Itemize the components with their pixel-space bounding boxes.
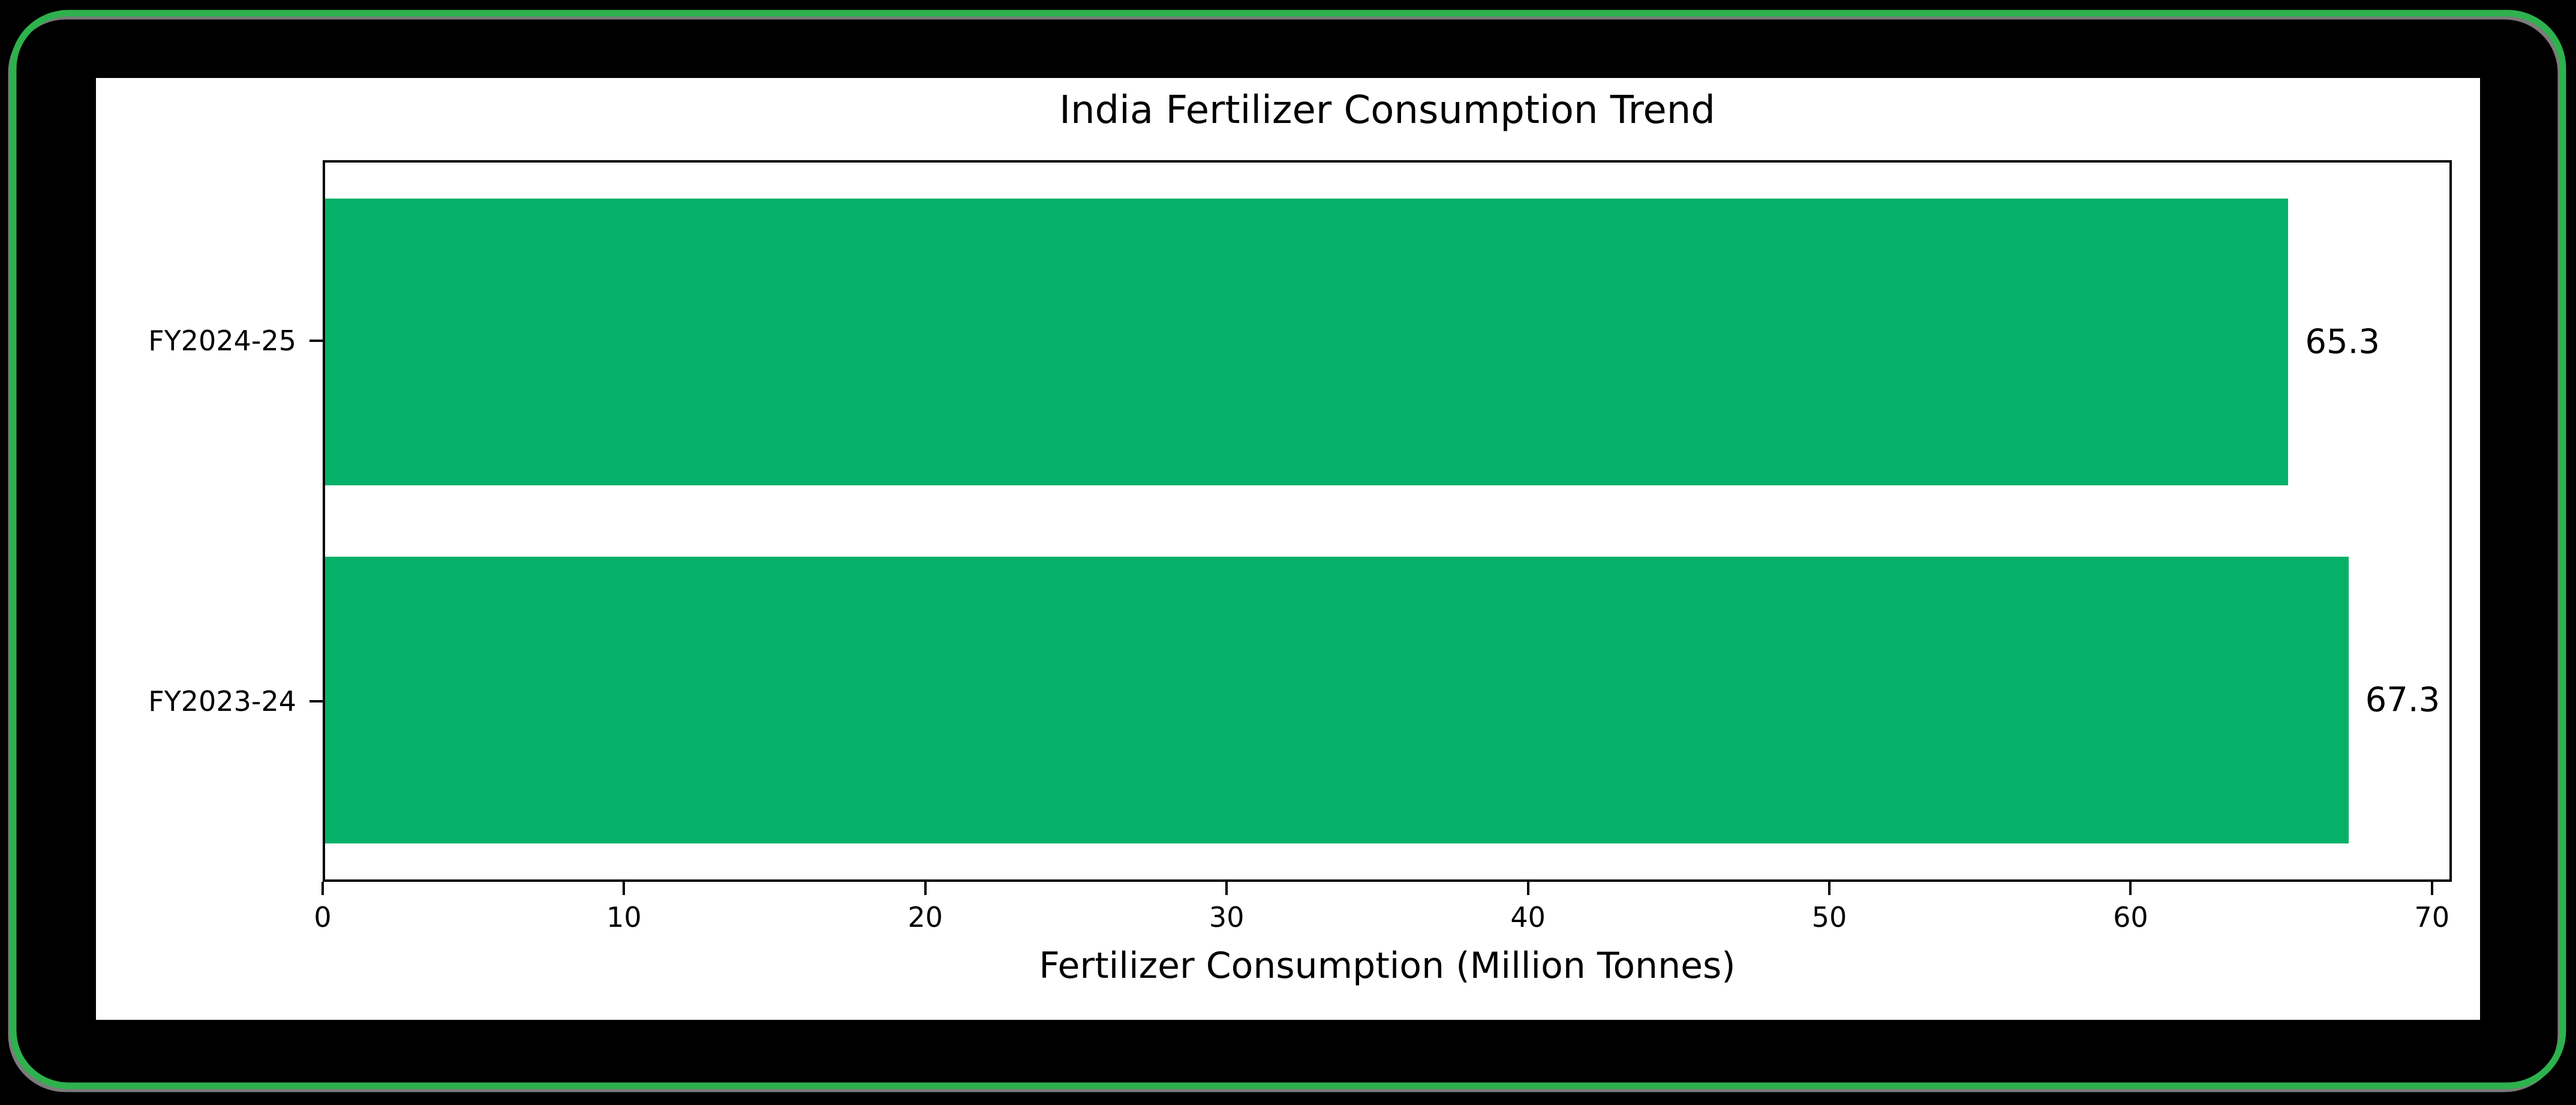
plot-area: 65.3 67.3 <box>323 160 2452 882</box>
x-tick-mark <box>1526 882 1529 895</box>
x-tick-label: 20 <box>907 901 943 933</box>
bar-value-label: 65.3 <box>2305 322 2380 362</box>
x-tick-mark <box>1225 882 1228 895</box>
y-tick-label: FY2023-24 <box>143 685 323 717</box>
bar-fy2023-24 <box>325 557 2349 844</box>
x-tick-mark <box>623 882 626 895</box>
y-tick-label: FY2024-25 <box>143 325 323 357</box>
x-axis-label: Fertilizer Consumption (Million Tonnes) <box>1039 945 1736 987</box>
x-tick-mark <box>924 882 927 895</box>
x-tick-label: 70 <box>2414 901 2450 933</box>
x-tick-label: 60 <box>2113 901 2148 933</box>
x-tick-label: 30 <box>1209 901 1245 933</box>
y-tick-mark <box>309 700 323 703</box>
bar-fy2024-25 <box>325 198 2289 485</box>
x-tick-mark <box>2129 882 2132 895</box>
x-axis: 0 10 20 30 40 50 60 70 <box>314 882 2452 960</box>
x-tick-mark <box>1828 882 1831 895</box>
frame-border <box>10 10 2566 1089</box>
x-tick-label: 50 <box>1811 901 1847 933</box>
x-tick-label: 0 <box>314 901 332 933</box>
chart-figure: India Fertilizer Consumption Trend 65.3 6… <box>96 78 2480 1020</box>
y-axis: FY2024-25 FY2023-24 <box>143 160 323 882</box>
x-tick-label: 40 <box>1510 901 1546 933</box>
x-tick-label: 10 <box>606 901 642 933</box>
x-tick-mark <box>321 882 324 895</box>
y-tick-mark <box>309 339 323 342</box>
x-tick-mark <box>2430 882 2433 895</box>
chart-title: India Fertilizer Consumption Trend <box>1059 88 1715 133</box>
bar-value-label: 67.3 <box>2365 680 2440 720</box>
